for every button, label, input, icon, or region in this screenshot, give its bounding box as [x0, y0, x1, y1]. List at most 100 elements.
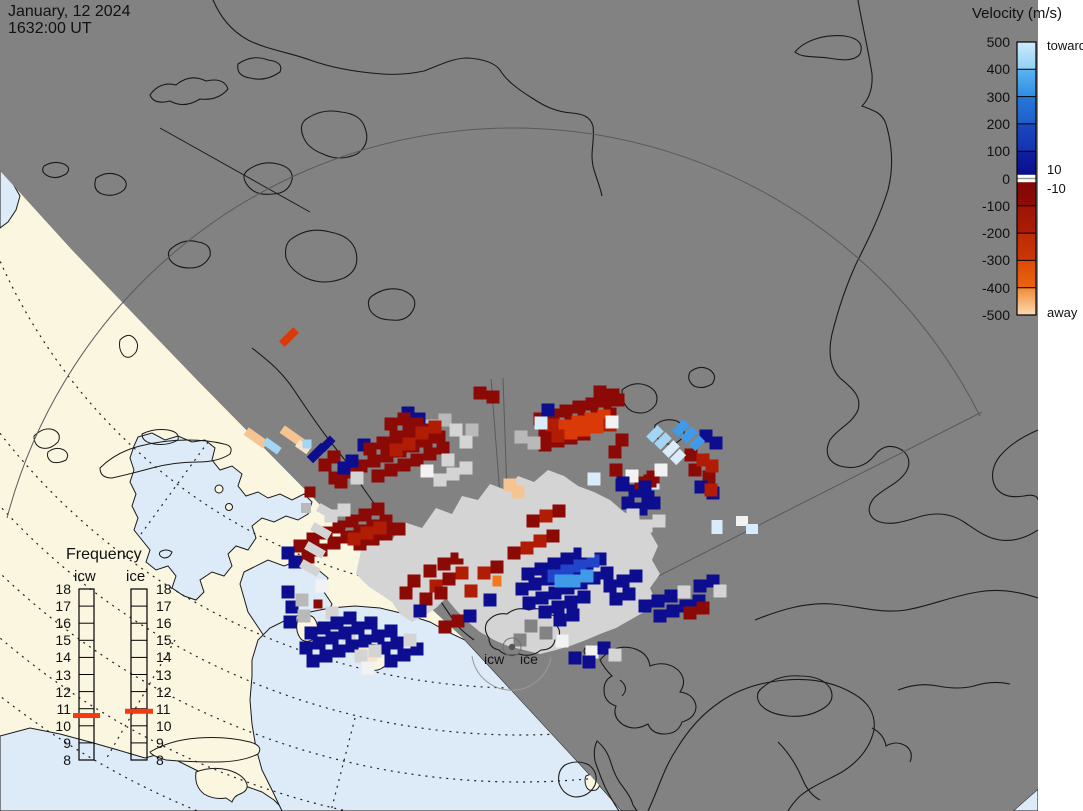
echo-cell-navy-toward [318, 435, 336, 453]
echo-cell-dark-red-away [688, 463, 702, 477]
ocean-ne-bay [129, 432, 313, 601]
echo-cell-navy-toward [413, 604, 427, 618]
echo-cell-ground-scatter [368, 644, 382, 658]
echo-cell-navy-toward [694, 480, 708, 494]
frequency-col-icw-label: icw [74, 568, 96, 585]
echo-cell-red-away [533, 534, 547, 548]
echo-cell-gray [527, 436, 541, 450]
echo-cell-navy-toward [299, 641, 313, 655]
echo-cell-navy-toward [693, 579, 707, 593]
frequency-tick-16: 16 [156, 615, 172, 632]
echo-cell-red-away [373, 521, 387, 535]
colorbar-toward-label: toward [1047, 38, 1083, 53]
echo-cell-gray [301, 503, 311, 513]
echo-cell-navy-toward [600, 566, 614, 580]
echo-cell-dark-red-away [486, 390, 500, 404]
echo-cell-ground-scatter [446, 467, 460, 481]
velocity-colorbar [1016, 41, 1037, 316]
echo-cell-dark-red-away [384, 417, 398, 431]
echo-cell-red-away [455, 566, 469, 580]
echo-cell-red-away [402, 437, 416, 451]
echo-cell-ground-scatter [594, 539, 608, 553]
echo-cell-dark-red-away [609, 463, 623, 477]
echo-cell-dark-red-away [490, 560, 504, 574]
echo-cell-dark-red-away [399, 586, 413, 600]
echo-cell-dark-red-away [293, 539, 307, 553]
frequency-tick-10: 10 [55, 717, 71, 734]
echo-cell-ground-scatter [337, 503, 351, 517]
echo-cell-pale-blue-toward [746, 524, 758, 534]
echo-cell-gray [465, 423, 479, 437]
echo-cell-red-away [704, 483, 718, 497]
frequency-marker-ice [125, 708, 153, 714]
echo-cell-near-zero-white [420, 464, 434, 478]
frequency-marker-icw [73, 713, 100, 719]
echo-cell-no-data-gray [539, 626, 553, 640]
echo-cell-navy-toward [647, 496, 661, 510]
echo-cell-peach-away [511, 485, 525, 499]
echo-cell-dark-red-away [437, 557, 451, 571]
echo-cell-navy-toward [332, 644, 346, 658]
echo-cell-navy-toward [548, 586, 562, 600]
echo-cell-dark-red-away [345, 514, 359, 528]
echo-cell-dark-red-away [410, 453, 424, 467]
echo-cell-navy-toward [281, 585, 295, 599]
echo-cell-red-away [347, 532, 361, 546]
echo-cell-dark-red-away [442, 572, 456, 586]
echo-cell-red-away [539, 509, 553, 523]
echo-cell-navy-toward [622, 587, 636, 601]
radar-echo-cells [243, 327, 758, 675]
echo-cell-navy-toward [384, 654, 398, 668]
echo-cell-dark-red-away [436, 441, 450, 455]
echo-cell-dark-red-away [608, 445, 622, 459]
echo-cell-navy-toward [390, 636, 404, 650]
echo-cell-dark-red-away [559, 404, 573, 418]
frequency-tick-17: 17 [156, 598, 172, 615]
colorbar-tick-0: 0 [1002, 170, 1010, 187]
echo-cell-light-blue-toward [646, 425, 664, 443]
echo-cell-navy-toward [666, 604, 680, 618]
colorbar-tick-300: 300 [986, 88, 1010, 105]
frequency-tick-17: 17 [55, 598, 71, 615]
echo-cell-dark-red-away [611, 393, 625, 407]
echo-cell-red-away [415, 426, 429, 440]
echo-cell-pale-blue-toward [711, 520, 723, 534]
frequency-tick-12: 12 [55, 683, 71, 700]
echo-cell-dark-red-away [358, 508, 372, 522]
echo-cell-peach-away [279, 425, 305, 447]
time-label: 1632:00 UT [8, 20, 92, 37]
echo-cell-dark-red-away [376, 436, 390, 450]
echo-cell-no-data-gray [513, 633, 527, 647]
colorbar-pos-threshold-label: 10 [1047, 162, 1062, 177]
echo-cell-ground-scatter [639, 519, 653, 533]
frequency-tick-15: 15 [55, 632, 71, 649]
echo-cell-ground-scatter [652, 514, 666, 528]
echo-cell-ground-scatter [299, 559, 321, 577]
echo-cell-gray [514, 430, 528, 444]
echo-cell-dark-red-away [546, 529, 560, 543]
echo-cell-ground-scatter [626, 508, 640, 522]
echo-cell-red-away [705, 459, 719, 473]
echo-cell-sky-blue-toward [554, 574, 568, 588]
echo-cell-navy-toward [560, 552, 574, 566]
echo-cell-orange-away [492, 575, 502, 587]
echo-cell-ground-scatter [441, 453, 455, 467]
echo-cell-dark-red-away [552, 504, 566, 518]
echo-cell-dark-red-away [313, 599, 323, 609]
echo-cell-light-blue-toward [302, 439, 312, 449]
frequency-title: Frequency [66, 546, 142, 563]
echo-cell-navy-toward [364, 616, 378, 630]
echo-cell-gray [295, 593, 309, 607]
echo-cell-ground-scatter [581, 544, 595, 558]
echo-cell-navy-toward [638, 480, 652, 494]
frequency-bars [73, 588, 153, 761]
echo-cell-dark-red-away [538, 438, 552, 452]
echo-cell-dark-red-away [702, 470, 716, 484]
echo-cell-dark-red-away [367, 454, 381, 468]
echo-cell-navy-toward [629, 569, 643, 583]
colorbar-tick-500: 500 [986, 34, 1010, 50]
frequency-tick-11: 11 [156, 700, 171, 717]
colorbar-title: Velocity (m/s) [972, 5, 1063, 22]
night-terminator-region [0, 0, 1038, 811]
